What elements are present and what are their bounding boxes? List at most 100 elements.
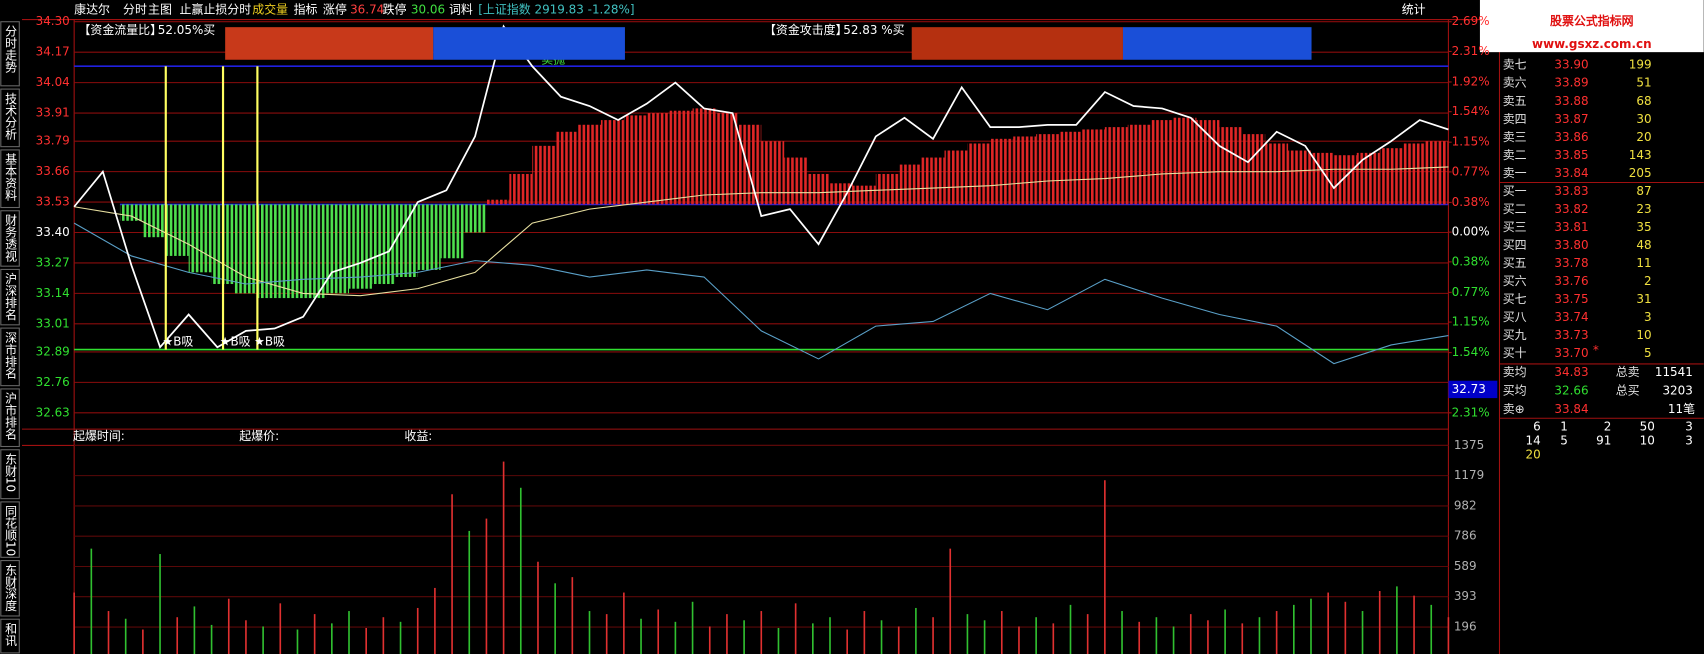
flow-bar (646, 113, 670, 205)
y2-tick-label: 1.92% (1452, 74, 1490, 88)
side-tab[interactable] (0, 149, 20, 209)
volume-bar (897, 626, 900, 654)
side-tab-label[interactable]: 技术分析 (4, 92, 18, 141)
side-tab-label[interactable]: 基本资料 (4, 153, 18, 201)
flow-bar (692, 108, 716, 205)
y-tick-label: 196 (1454, 620, 1477, 634)
side-tab-label[interactable]: 同花顺10 (4, 505, 18, 556)
series-line (74, 166, 1449, 297)
volume-bar (1224, 609, 1226, 654)
flow-bar (142, 204, 166, 238)
footer-label: 起爆价: (239, 429, 279, 443)
volume-bar (1344, 601, 1347, 654)
volume-bar (262, 626, 264, 654)
limit-down-label: 跌停 (383, 1, 407, 16)
extra: 词料 (449, 2, 473, 16)
flow-bar (486, 199, 510, 205)
volume-bar (983, 620, 986, 654)
side-tab-label[interactable]: 深市排名 (4, 331, 18, 379)
flow-bar (1356, 152, 1380, 205)
flow-bar (761, 141, 785, 205)
flow-bar (119, 204, 143, 221)
book-label: 卖七 (1503, 58, 1527, 72)
watermark-title: 股票公式指标网 (1550, 13, 1634, 28)
side-tab[interactable] (0, 210, 20, 267)
panel-buy-bar (225, 27, 434, 60)
trade-count: 91 (1596, 434, 1611, 448)
volume-bar (193, 606, 196, 654)
side-tab[interactable] (0, 560, 20, 617)
volume-bar (519, 487, 522, 654)
side-tab[interactable] (0, 501, 20, 558)
volume-bar (1172, 626, 1175, 654)
volume-bar (348, 611, 350, 654)
volume-bar (1035, 617, 1037, 654)
side-tab[interactable] (0, 618, 20, 654)
side-tab[interactable] (0, 388, 20, 448)
y-tick-label: 33.40 (36, 225, 70, 239)
book-price: 33.85 (1554, 148, 1588, 162)
book-volume: 5 (1644, 346, 1652, 360)
summary-price: 34.83 (1554, 365, 1588, 379)
volume-bar (142, 629, 144, 654)
volume-bar (657, 609, 660, 654)
side-tab[interactable] (0, 327, 20, 387)
flow-bar (1150, 120, 1174, 205)
signal-label: ★B吸 (163, 334, 194, 348)
volume-bar (90, 548, 93, 654)
flow-bar (852, 185, 876, 205)
y-tick-label: 33.27 (36, 255, 70, 269)
side-tab-label[interactable]: 沪深排名 (4, 272, 18, 320)
volume-bar (1310, 598, 1312, 654)
side-tab-label[interactable]: 东财深度 (4, 563, 18, 611)
side-tab-label[interactable]: 东财10 (4, 453, 18, 493)
flow-bar (234, 204, 258, 294)
side-tab[interactable] (0, 21, 20, 87)
flow-bar (1310, 152, 1334, 205)
side-tab[interactable] (0, 449, 20, 500)
book-price: 33.81 (1554, 220, 1588, 234)
flow-bar (921, 157, 945, 205)
side-tab-label[interactable]: 和讯 (4, 622, 18, 647)
trade-count: 20 (1526, 448, 1541, 462)
y2-tick-label: 1.15% (1452, 135, 1490, 149)
book-volume: 11 (1636, 256, 1651, 270)
flow-bar (784, 157, 808, 205)
side-tab[interactable] (0, 88, 20, 148)
volume-bar (451, 494, 453, 654)
volume-bar (674, 621, 677, 654)
book-marker: * (1593, 343, 1599, 357)
flow-bar (1242, 134, 1266, 205)
book-volume: 205 (1629, 166, 1652, 180)
volume-bar (227, 598, 230, 654)
flow-bar (669, 110, 693, 205)
y-tick-label: 34.30 (36, 14, 70, 28)
side-tab-label[interactable]: 沪市排名 (4, 392, 18, 440)
book-volume: 2 (1644, 274, 1652, 288)
book-label: 卖六 (1503, 76, 1527, 90)
trade-count: 3 (1685, 419, 1693, 433)
book-price: 33.70 (1554, 346, 1588, 360)
book-volume: 143 (1629, 148, 1652, 162)
summary-label: 卖均 (1503, 365, 1527, 379)
side-tab[interactable] (0, 268, 20, 326)
flow-bar (830, 183, 853, 205)
volume-bar (1207, 620, 1209, 654)
volume-bar (1052, 623, 1055, 654)
y-tick-label: 33.01 (36, 316, 70, 330)
side-tab-label[interactable]: 财务透视 (4, 214, 18, 262)
last-price: 32.73 (1452, 382, 1486, 396)
flow-bar (1333, 155, 1357, 205)
flow-bar (1219, 127, 1243, 205)
flow-bar (807, 173, 831, 205)
volume-bar (554, 583, 556, 654)
trade-count: 50 (1640, 419, 1655, 433)
side-tab-label[interactable]: 分时走势 (4, 25, 18, 73)
volume-bar (1447, 617, 1450, 654)
volume-bar (537, 561, 539, 654)
summary-total: 11541 (1655, 365, 1693, 379)
y-tick-label: 33.91 (36, 106, 70, 120)
volume-bar (434, 587, 436, 654)
flow-bar (1127, 124, 1151, 205)
flow-bar (165, 204, 189, 256)
